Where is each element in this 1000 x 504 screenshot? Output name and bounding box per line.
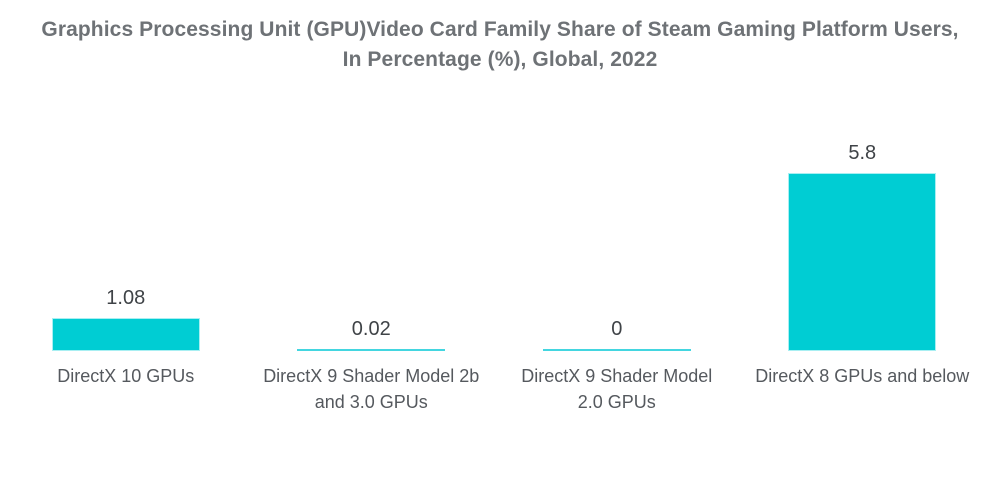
chart-title-line2: In Percentage (%), Global, 2022 — [342, 48, 658, 71]
chart-title: Graphics Processing Unit (GPU)Video Card… — [0, 0, 1000, 75]
bar-value-label: 5.8 — [848, 142, 877, 164]
plot-area: 1.08 0.02 0 5.8 — [0, 75, 1000, 351]
bar-value-label: 0.02 — [351, 318, 391, 340]
category-label: DirectX 9 Shader Model 2.0 GPUs — [521, 366, 713, 412]
category-label: DirectX 8 GPUs and below — [755, 366, 970, 386]
category-label-cell: DirectX 8 GPUs and below — [740, 351, 986, 415]
bar-column: 0 — [494, 75, 740, 351]
category-label-cell: DirectX 9 Shader Model 2b and 3.0 GPUs — [249, 351, 495, 415]
category-label: DirectX 10 GPUs — [57, 366, 195, 386]
bar — [297, 349, 446, 351]
bar — [51, 318, 200, 351]
bar-column: 0.02 — [249, 75, 495, 351]
category-label-cell: DirectX 10 GPUs — [3, 351, 249, 415]
category-label-cell: DirectX 9 Shader Model 2.0 GPUs — [494, 351, 740, 415]
category-axis: DirectX 10 GPUs DirectX 9 Shader Model 2b… — [0, 351, 1000, 415]
bar — [542, 349, 691, 351]
chart-title-line1: Graphics Processing Unit (GPU)Video Card… — [41, 18, 959, 41]
category-label: DirectX 9 Shader Model 2b and 3.0 GPUs — [263, 366, 480, 412]
bar-column: 5.8 — [740, 75, 986, 351]
bar-value-label: 0 — [611, 318, 623, 340]
bar-column: 1.08 — [3, 75, 249, 351]
bar — [788, 173, 937, 351]
bar-value-label: 1.08 — [106, 287, 146, 309]
